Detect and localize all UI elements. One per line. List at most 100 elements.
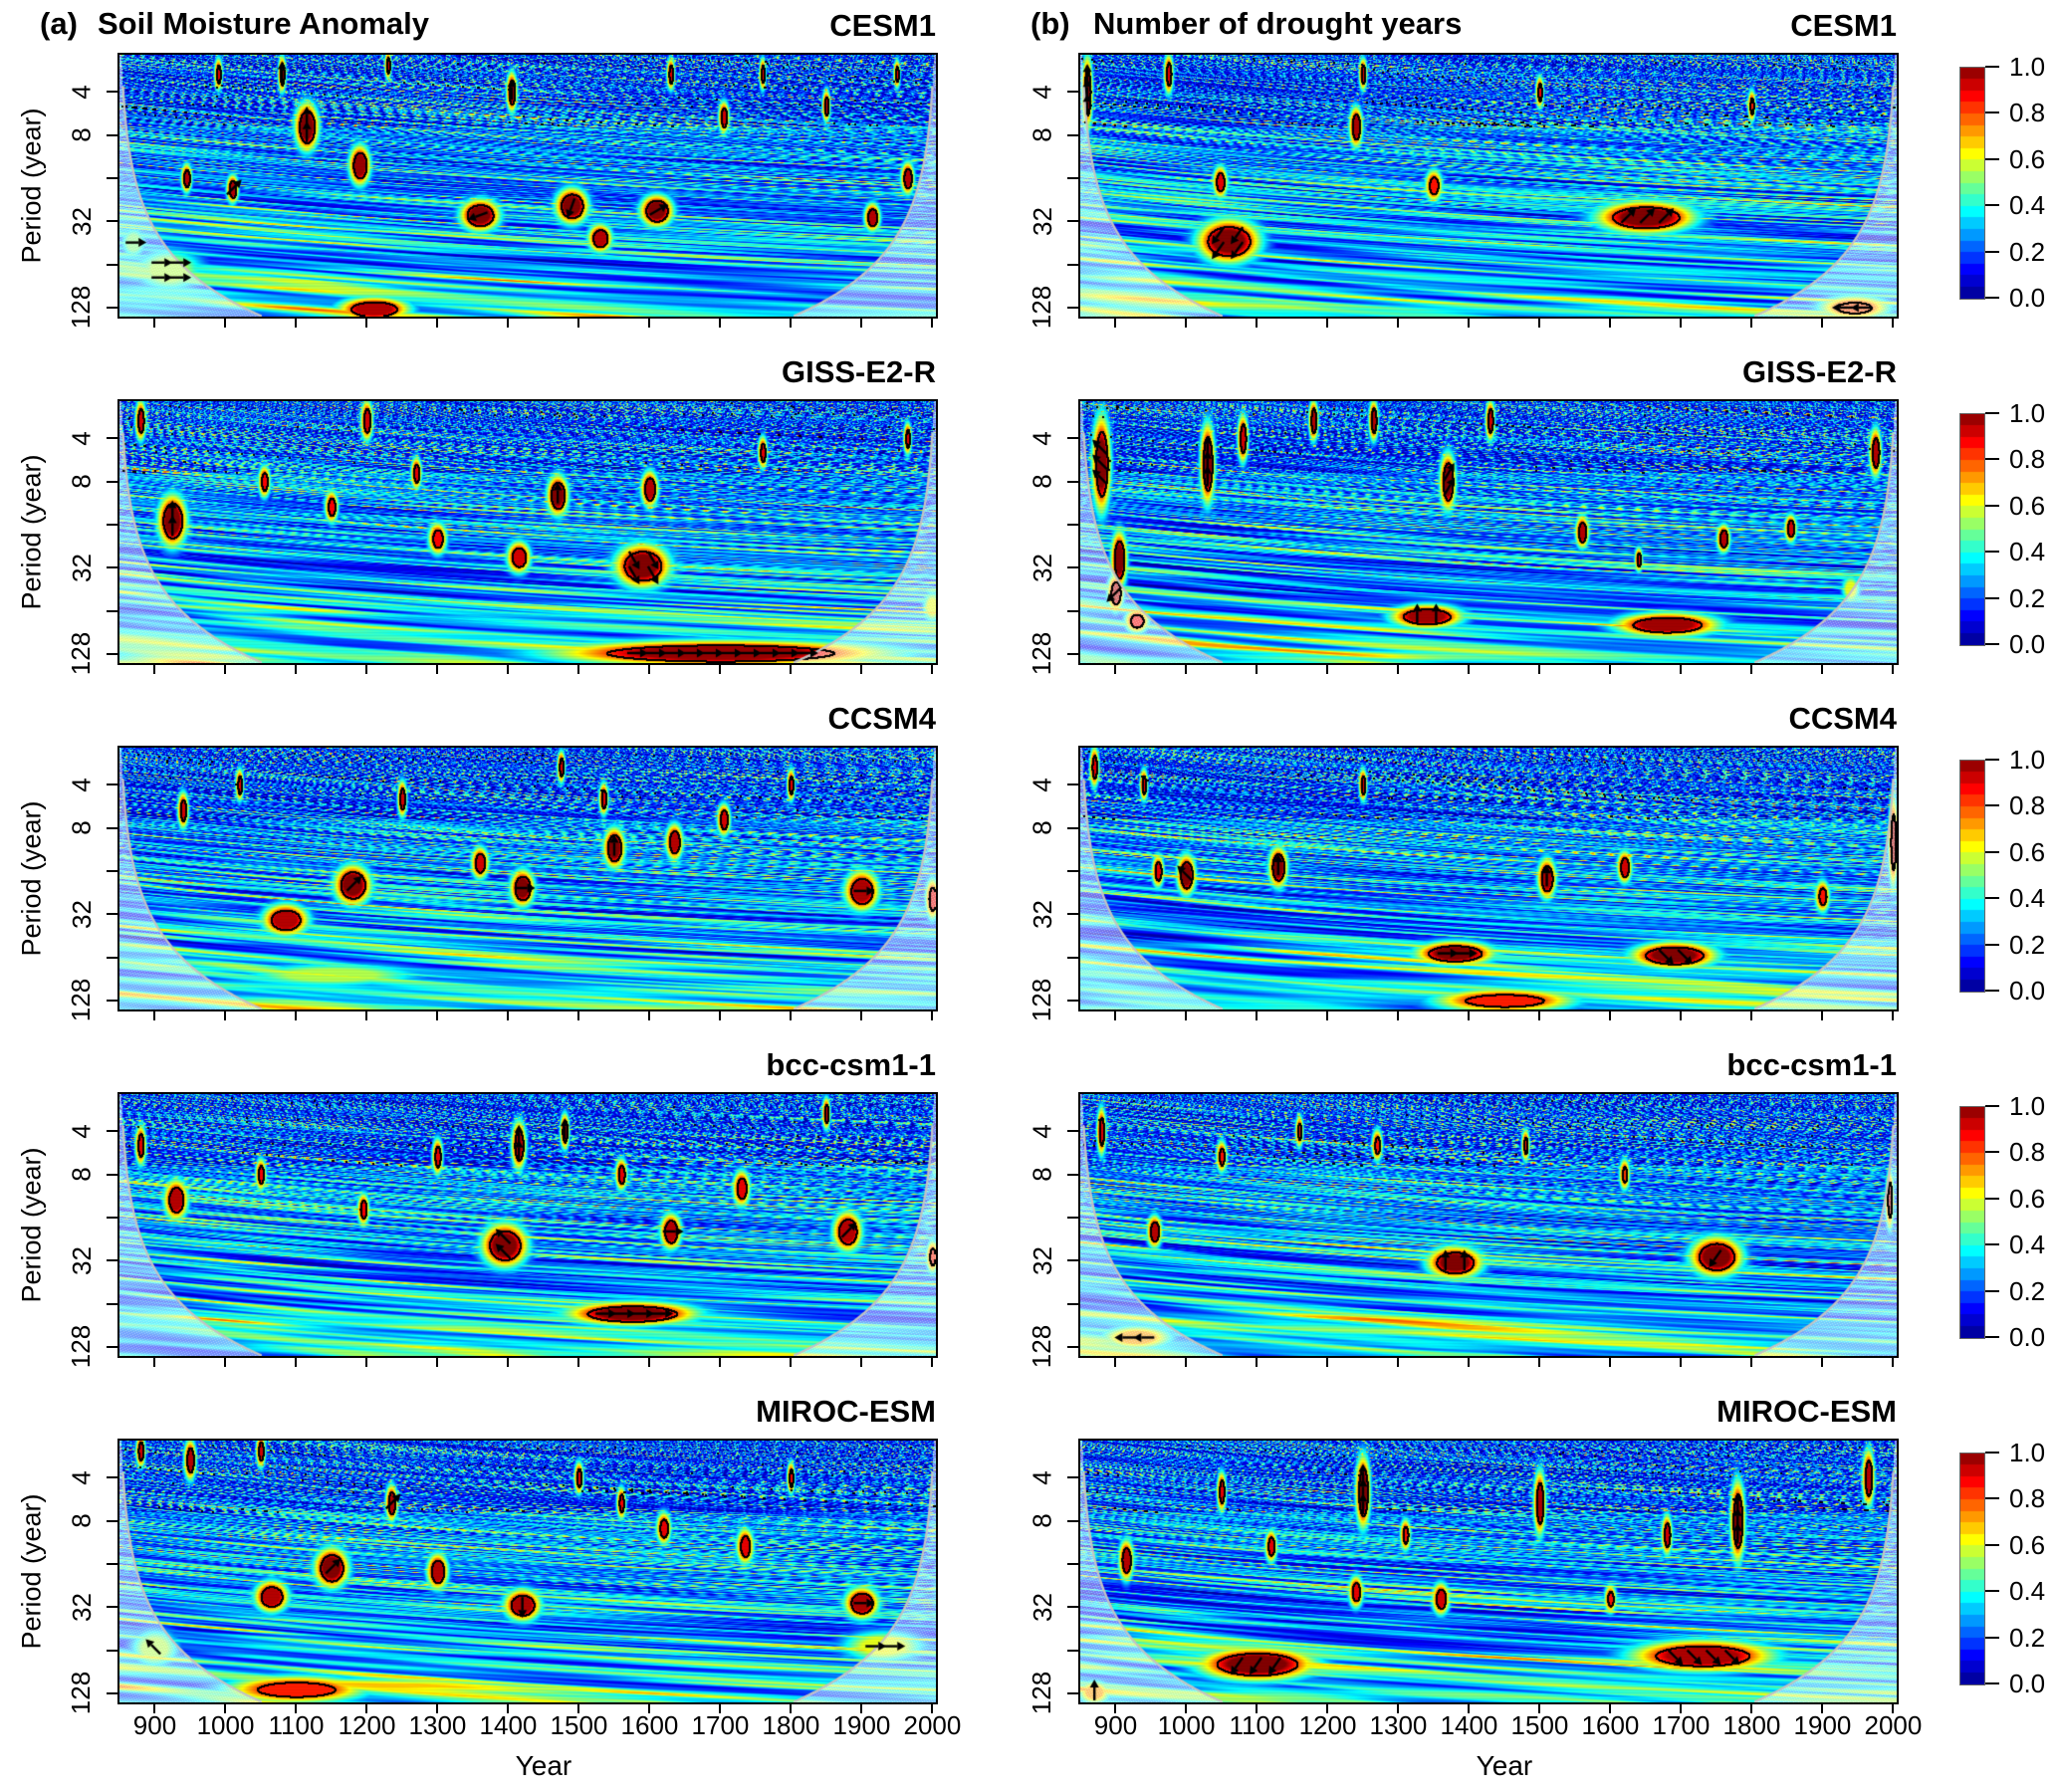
x-tick-mark — [1468, 317, 1471, 328]
x-tick-label: 2000 — [1864, 1710, 1923, 1740]
x-tick-mark — [1397, 1009, 1400, 1020]
y-tick-label-text: 32 — [1027, 206, 1057, 236]
x-tick-mark — [1892, 1356, 1895, 1367]
y-tick-mark — [1067, 133, 1078, 136]
y-tick-mark — [1067, 869, 1078, 872]
x-tick-mark — [295, 663, 298, 674]
x-tick-mark — [1114, 663, 1117, 674]
x-tick-label: 1100 — [1229, 1710, 1285, 1740]
colorbar-tick-label: 0.4 — [2009, 1576, 2046, 1607]
y-axis-title: Period (year) — [12, 55, 52, 317]
colorbar-tick-mark — [1985, 897, 1999, 900]
x-tick-mark — [1185, 1356, 1188, 1367]
y-tick-mark — [1067, 999, 1078, 1002]
x-tick-mark — [648, 663, 651, 674]
x-tick-mark — [1185, 1702, 1188, 1713]
colorbar-tick-label: 0.6 — [2009, 1183, 2046, 1214]
x-tick-mark — [224, 1356, 227, 1367]
y-tick-label: 4 — [1025, 1460, 1060, 1494]
x-tick-mark — [1397, 1702, 1400, 1713]
panel-a-title: Soil Moisture Anomaly — [98, 6, 430, 41]
y-tick-mark — [1067, 913, 1078, 916]
x-tick-mark — [719, 663, 722, 674]
x-tick-mark — [1680, 317, 1683, 328]
x-tick-mark — [719, 1702, 722, 1713]
wavelet-panel-a-bcc-csm1-1: 4 8 32 128 — [66, 1092, 938, 1369]
y-tick-label-text: 4 — [1027, 1124, 1057, 1139]
model-title-b-CESM1: CESM1 — [1790, 8, 1897, 43]
y-tick-label-text: 4 — [1027, 1470, 1057, 1485]
y-tick-mark — [107, 1476, 117, 1479]
colorbar-tick-label: 0.8 — [2009, 1137, 2046, 1168]
x-tick-mark — [1680, 1009, 1683, 1020]
x-tick-label: 1200 — [338, 1710, 396, 1740]
x-tick-mark — [790, 1356, 793, 1367]
y-tick-mark — [1067, 784, 1078, 786]
y-tick-label: 4 — [64, 1114, 100, 1148]
x-tick-mark — [1256, 317, 1258, 328]
wavelet-panel-a-CESM1: 4 8 32 128 — [66, 53, 938, 330]
x-tick-mark — [295, 1702, 298, 1713]
y-tick-label-text: 128 — [66, 979, 97, 1022]
x-tick-mark — [1750, 1356, 1753, 1367]
x-tick-mark — [931, 1356, 934, 1367]
y-tick-mark — [107, 1302, 117, 1305]
x-tick-label: 2000 — [903, 1710, 962, 1740]
y-tick-mark — [107, 1259, 117, 1262]
x-axis-title: Year — [515, 1750, 572, 1781]
x-tick-mark — [1256, 1702, 1258, 1713]
x-tick-label: 1600 — [1581, 1710, 1640, 1740]
wavelet-panel-a-MIROC-ESM: 4 8 32 128 — [66, 1439, 938, 1715]
x-tick-mark — [1326, 1356, 1329, 1367]
x-tick-label: 1800 — [1722, 1710, 1781, 1740]
x-tick-mark — [1680, 1356, 1683, 1367]
x-tick-mark — [365, 663, 368, 674]
colorbar-tick-mark — [1985, 412, 1999, 414]
y-tick-label: 8 — [1025, 811, 1060, 845]
x-tick-mark — [1609, 1356, 1612, 1367]
model-title-a-MIROC-ESM: MIROC-ESM — [756, 1394, 936, 1429]
y-tick-label-text: 128 — [1027, 632, 1057, 676]
y-tick-mark — [1067, 956, 1078, 959]
x-tick-mark — [153, 1009, 156, 1020]
x-tick-mark — [507, 1356, 510, 1367]
y-axis-title: Period (year) — [12, 1094, 52, 1356]
colorbar-tick-mark — [1985, 1543, 1999, 1546]
x-tick-mark — [1892, 317, 1895, 328]
colorbar-tick-label: 1.0 — [2009, 1438, 2046, 1467]
x-tick-mark — [931, 1009, 934, 1020]
y-tick-mark — [107, 1173, 117, 1176]
model-title-a-GISS-E2-R: GISS-E2-R — [781, 354, 936, 389]
colorbar-tick-label: 0.4 — [2009, 883, 2046, 914]
colorbar-tick-mark — [1985, 1105, 1999, 1107]
x-tick-mark — [1750, 1702, 1753, 1713]
y-tick-label-text: 32 — [1027, 1245, 1057, 1275]
wavelet-heatmap-canvas — [1080, 1441, 1897, 1702]
y-tick-mark — [1067, 1562, 1078, 1565]
colorbar-tick-label: 0.2 — [2009, 1622, 2046, 1653]
y-tick-mark — [1067, 566, 1078, 569]
model-title-a-CESM1: CESM1 — [829, 8, 936, 43]
x-tick-mark — [577, 1009, 580, 1020]
x-tick-mark — [1397, 663, 1400, 674]
x-tick-mark — [860, 1009, 863, 1020]
wavelet-heatmap-canvas — [119, 1094, 936, 1356]
x-tick-mark — [1256, 1356, 1258, 1367]
y-tick-mark — [107, 956, 117, 959]
panel-a-label: (a) — [40, 6, 78, 41]
x-tick-mark — [1821, 1356, 1824, 1367]
y-axis-title-text: Period (year) — [16, 1147, 47, 1303]
y-tick-label: 32 — [1025, 551, 1060, 584]
x-tick-mark — [1114, 1356, 1117, 1367]
x-tick-mark — [577, 663, 580, 674]
colorbar-tick-label: 1.0 — [2009, 52, 2046, 82]
y-tick-label-text: 32 — [66, 899, 97, 929]
y-tick-label: 32 — [64, 204, 100, 238]
colorbar: 1.0 0.8 0.6 0.4 0.2 0.0 — [1959, 1091, 2058, 1352]
y-tick-label-text: 128 — [1027, 979, 1057, 1022]
x-tick-label: 1300 — [408, 1710, 467, 1740]
colorbar-tick-label: 0.8 — [2009, 98, 2046, 128]
y-tick-label: 128 — [1025, 286, 1060, 329]
x-tick-mark — [224, 1009, 227, 1020]
wavelet-panel-b-MIROC-ESM: 4 8 32 128 — [1027, 1439, 1899, 1715]
